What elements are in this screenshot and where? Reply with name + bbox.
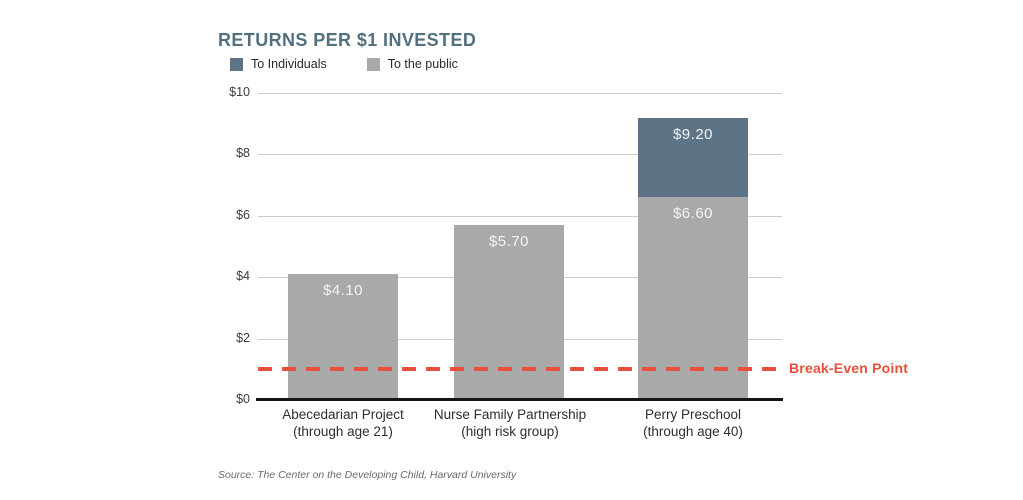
y-tick-label: $10 xyxy=(229,85,250,99)
x-axis-label-line1: Abecedarian Project xyxy=(282,407,404,422)
legend-label-individuals: To Individuals xyxy=(251,57,327,71)
x-axis-label: Abecedarian Project (through age 21) xyxy=(233,406,453,440)
x-axis-label: Perry Preschool (through age 40) xyxy=(583,406,803,440)
y-tick-label: $6 xyxy=(236,207,250,222)
gridline xyxy=(258,93,782,94)
plot-area: $4.10 $5.70 $6.60 $9.20 xyxy=(258,93,782,400)
bar-value-label: $4.10 xyxy=(322,282,364,300)
legend-item-public: To the public xyxy=(366,57,458,71)
bar-segment-public: $5.70 xyxy=(454,225,564,400)
bar-segment-individuals: $9.20 xyxy=(638,117,748,198)
y-tick-label: $4 xyxy=(236,269,250,284)
x-axis-line xyxy=(256,398,783,401)
bar-value-label: $9.20 xyxy=(672,125,714,143)
y-tick-label: $0 xyxy=(236,392,250,406)
break-even-line xyxy=(258,367,777,372)
bar-value-label: $5.70 xyxy=(488,233,530,250)
legend-swatch-individuals xyxy=(230,57,243,71)
x-axis-label: Nurse Family Partnership (high risk group… xyxy=(400,406,620,440)
chart-title: RETURNS PER $1 INVESTED xyxy=(218,30,477,50)
legend-item-individuals: To Individuals xyxy=(230,57,327,71)
x-axis-label-line2: (high risk group) xyxy=(461,424,559,439)
bar-value-label: $6.60 xyxy=(672,205,714,223)
x-axis-label-line2: (through age 40) xyxy=(643,424,743,439)
legend-label-public: To the public xyxy=(387,57,458,71)
gridline xyxy=(258,154,782,156)
x-axis-label-line1: Nurse Family Partnership xyxy=(433,407,587,422)
break-even-label: Break-Even Point xyxy=(789,360,909,377)
gridline xyxy=(258,215,782,217)
legend-swatch-public xyxy=(366,57,380,71)
x-axis-label-line2: (through age 21) xyxy=(293,424,393,439)
source-note: Source: The Center on the Developing Chi… xyxy=(218,469,517,481)
bar-segment-public: $4.10 xyxy=(288,274,398,400)
y-tick-label: $2 xyxy=(236,330,250,345)
x-axis-label-line1: Perry Preschool xyxy=(644,407,742,422)
legend: To Individuals To the public xyxy=(230,57,458,71)
y-tick-label: $8 xyxy=(236,146,250,161)
bar-segment-public: $6.60 xyxy=(638,197,748,400)
